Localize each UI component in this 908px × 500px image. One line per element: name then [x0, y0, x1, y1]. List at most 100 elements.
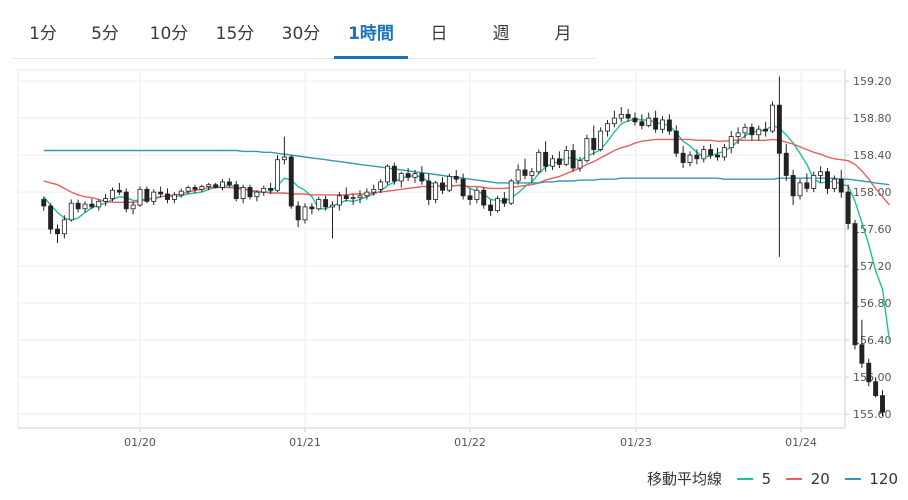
- chart-grid: [17, 69, 849, 432]
- candle-down: [419, 173, 425, 182]
- tab-10min[interactable]: 10分: [149, 24, 189, 44]
- candle-up: [831, 178, 837, 189]
- candle-down: [708, 149, 714, 156]
- timeframe-tabs: 1分 5分 10分 15分 30分 1時間 日 週 月: [12, 0, 596, 59]
- candle-down: [866, 362, 872, 383]
- tab-15min[interactable]: 15分: [215, 24, 255, 44]
- candle-down: [426, 180, 432, 200]
- y-axis-labels: 155.60 156.00 156.40 156.80 157.20 157.60 158.…: [853, 75, 892, 421]
- legend-swatch-ma20: [785, 477, 802, 480]
- tab-week[interactable]: 週: [492, 24, 510, 44]
- candle-up: [811, 175, 817, 189]
- candle-up: [770, 104, 775, 132]
- candle-down: [501, 198, 507, 204]
- candle-down: [666, 119, 672, 132]
- candle-up: [536, 151, 542, 173]
- candle-up: [254, 191, 260, 198]
- y-tick-label: 155.60: [853, 408, 892, 421]
- tab-30min[interactable]: 30分: [281, 24, 321, 44]
- candle-up: [735, 132, 741, 138]
- legend-label-ma20: 20: [810, 469, 830, 488]
- candle-up: [261, 188, 267, 193]
- candle-up: [433, 182, 439, 200]
- candle-down: [543, 151, 549, 167]
- tab-month[interactable]: 月: [554, 24, 572, 44]
- candle-up: [550, 158, 555, 167]
- candle-up: [357, 195, 363, 199]
- candle-up: [611, 117, 617, 125]
- candle-up: [687, 154, 693, 163]
- x-axis-labels: 01/20 01/21 01/22 01/23 01/24: [124, 436, 817, 449]
- candle-down: [123, 191, 129, 210]
- candle-down: [804, 182, 810, 189]
- candle-down: [453, 175, 459, 180]
- candle-up: [577, 160, 583, 169]
- candle-down: [488, 204, 494, 212]
- y-tick-label: 156.00: [853, 371, 892, 384]
- candle-up: [508, 180, 514, 204]
- candle-up: [646, 117, 652, 126]
- candle-down: [288, 156, 294, 207]
- tab-5min[interactable]: 5分: [91, 24, 119, 44]
- candle-down: [89, 203, 95, 208]
- candle-up: [495, 198, 500, 212]
- candle-down: [776, 104, 782, 154]
- candle-down: [144, 188, 150, 202]
- candle-up: [350, 197, 356, 200]
- candle-up: [336, 195, 342, 206]
- x-tick-label: 01/20: [124, 436, 156, 449]
- candle-up: [721, 147, 727, 158]
- candle-up: [137, 188, 143, 206]
- candle-up: [701, 149, 707, 160]
- candle-down: [653, 117, 659, 130]
- ma120-line: [43, 149, 890, 186]
- legend-label-ma5: 5: [761, 469, 772, 488]
- candle-down: [873, 381, 879, 397]
- candle-down: [460, 178, 466, 197]
- candle-down: [763, 128, 769, 132]
- candle-up: [220, 181, 225, 188]
- candle-down: [639, 121, 645, 126]
- candle-up: [818, 171, 824, 176]
- tab-1hour[interactable]: 1時間: [334, 0, 408, 59]
- candle-up: [275, 159, 280, 191]
- candle-down: [467, 195, 473, 200]
- y-tick-label: 156.40: [853, 334, 892, 347]
- candle-down: [591, 138, 597, 150]
- candle-down: [41, 199, 47, 207]
- candlestick-chart: 155.60 156.00 156.40 156.80 157.20 157.60 158.…: [17, 69, 892, 449]
- candle-down: [440, 182, 445, 191]
- candle-up: [130, 204, 136, 210]
- candle-up: [171, 194, 177, 200]
- candle-up: [742, 126, 748, 134]
- plot-border: [17, 69, 846, 429]
- x-tick-label: 01/21: [289, 436, 321, 449]
- candle-down: [55, 228, 60, 235]
- x-tick-label: 01/23: [620, 436, 652, 449]
- y-tick-label: 158.00: [853, 186, 892, 199]
- tab-day[interactable]: 日: [430, 24, 448, 44]
- candle-up: [584, 138, 590, 162]
- candle-down: [343, 195, 349, 199]
- x-tick-label: 01/22: [454, 436, 486, 449]
- candle-up: [412, 173, 418, 178]
- candle-up: [797, 182, 803, 197]
- candle-up: [385, 165, 390, 183]
- candle-down: [680, 152, 686, 163]
- candle-up: [330, 204, 335, 208]
- candle-down: [158, 191, 164, 195]
- candle-down: [556, 158, 562, 165]
- candle-down: [632, 117, 638, 123]
- candle-up: [446, 175, 452, 191]
- tab-1min[interactable]: 1分: [29, 24, 57, 44]
- candle-up: [378, 181, 384, 190]
- y-tick-label: 156.80: [853, 297, 892, 310]
- candle-down: [247, 187, 253, 198]
- y-tick-label: 157.20: [853, 260, 892, 273]
- candle-down: [825, 171, 830, 189]
- candle-up: [199, 186, 205, 190]
- candle-down: [570, 150, 576, 169]
- candle-down: [715, 154, 720, 158]
- candle-up: [316, 199, 322, 210]
- candle-up: [660, 119, 665, 130]
